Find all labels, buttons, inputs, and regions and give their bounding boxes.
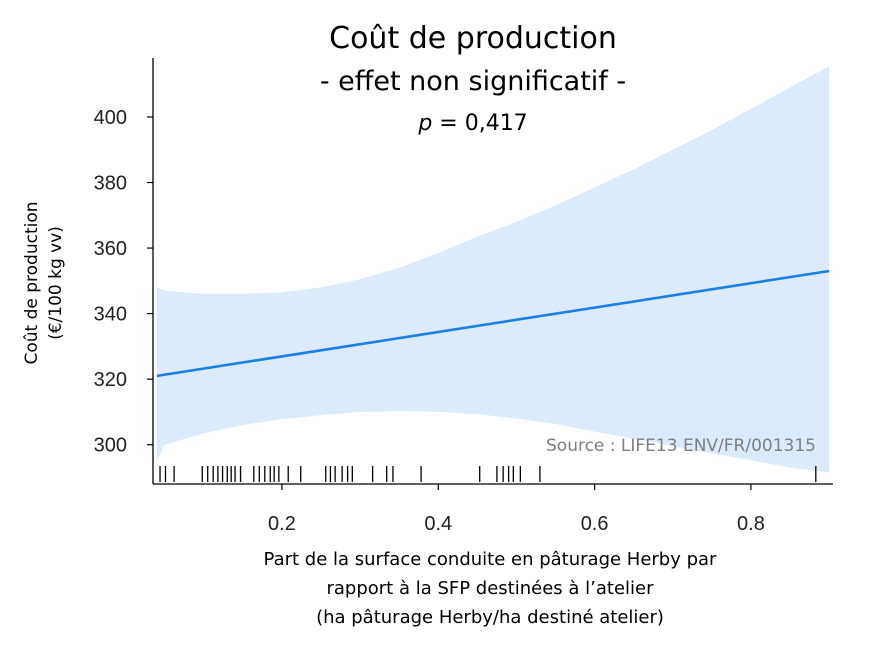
source-note: Source : LIFE13 ENV/FR/001315 bbox=[546, 436, 816, 456]
chart-title: Coût de production bbox=[329, 21, 617, 56]
x-axis-label-line-3: (ha pâturage Herby/ha destiné atelier) bbox=[316, 607, 664, 628]
x-axis-label-line-1: Part de la surface conduite en pâturage … bbox=[264, 549, 718, 570]
y-tick-label: 320 bbox=[94, 369, 127, 391]
x-tick-label: 0.2 bbox=[268, 513, 296, 535]
y-tick-label: 300 bbox=[94, 435, 127, 457]
x-ticks: 0.2 0.4 0.6 0.8 bbox=[268, 484, 765, 535]
x-tick-label: 0.4 bbox=[424, 513, 452, 535]
y-ticks: 300 320 340 360 380 400 bbox=[94, 107, 153, 457]
y-tick-label: 340 bbox=[94, 304, 127, 326]
y-axis-label-line-2: (€/100 kg vv) bbox=[46, 226, 66, 340]
x-axis-label-line-2: rapport à la SFP destinées à l’atelier bbox=[326, 578, 654, 599]
y-axis-label-line-1: Coût de production bbox=[22, 201, 42, 364]
p-value-text: = 0,417 bbox=[432, 111, 527, 136]
confidence-band bbox=[156, 66, 830, 473]
y-tick-label: 400 bbox=[94, 107, 127, 129]
y-tick-label: 360 bbox=[94, 238, 127, 260]
p-value-symbol: p bbox=[417, 111, 432, 136]
fit-line bbox=[156, 269, 830, 378]
x-tick-label: 0.6 bbox=[581, 513, 609, 535]
x-tick-label: 0.8 bbox=[737, 513, 765, 535]
p-value: p = 0,417 bbox=[417, 111, 527, 136]
y-tick-label: 380 bbox=[94, 173, 127, 195]
rug-marks bbox=[159, 466, 817, 482]
chart-subtitle: - effet non significatif - bbox=[320, 66, 626, 97]
